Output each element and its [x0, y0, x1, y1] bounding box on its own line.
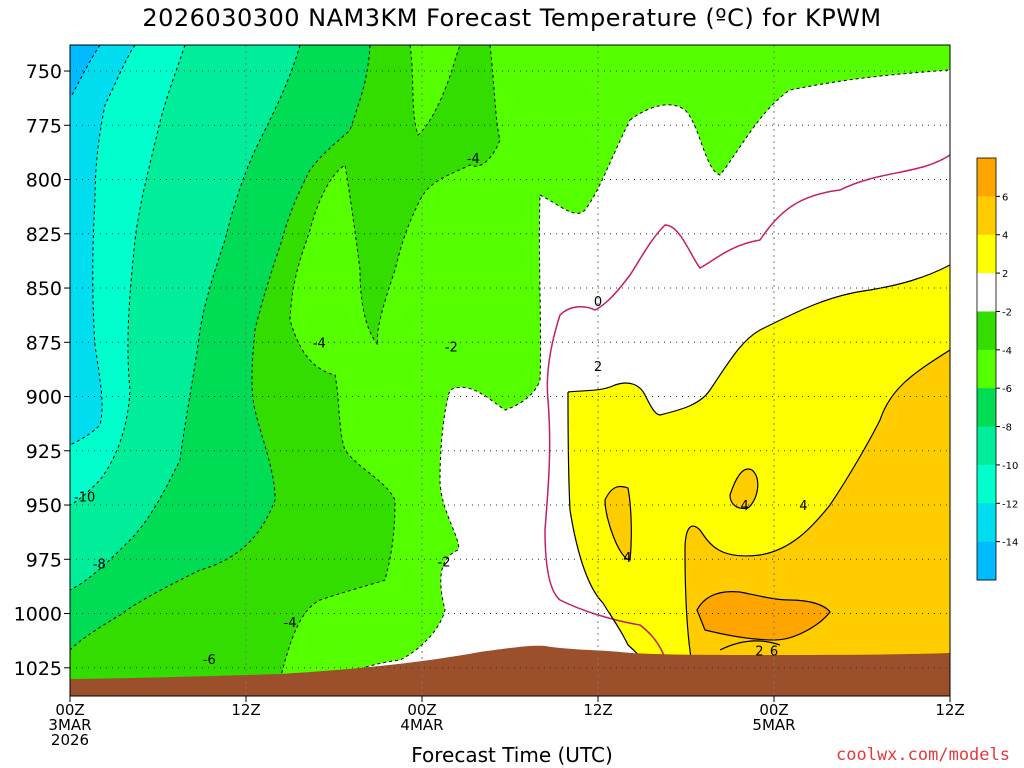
contour-label: -2	[438, 555, 451, 570]
band-minus12-minus14	[70, 45, 135, 445]
contour-label: -4	[284, 616, 297, 631]
x-tick-label: 00Z	[759, 701, 788, 719]
y-tick-label: 1025	[14, 658, 62, 680]
band-plus4-plus6-pocket	[605, 486, 632, 560]
contour-label: -4	[313, 336, 326, 351]
colorbar-tick-label: 2	[1002, 269, 1008, 280]
x-tick-label: 00Z	[407, 701, 436, 719]
negative-contours	[70, 45, 950, 696]
colorbar-swatch	[977, 234, 996, 274]
zero-isotherm	[544, 154, 950, 681]
y-tick-label: 875	[26, 332, 62, 354]
x-tick-label: 4MAR	[400, 716, 443, 734]
contour-label: -4	[467, 152, 480, 167]
y-tick-label: 800	[26, 170, 62, 192]
contour-label: 2	[755, 644, 763, 659]
y-tick-label: 900	[26, 387, 62, 409]
terrain	[70, 645, 950, 696]
colorbar-tick-label: -6	[1002, 384, 1012, 395]
contour-label: 4	[741, 499, 749, 514]
temperature-field	[70, 45, 950, 696]
colorbar-frame	[976, 157, 997, 581]
band-below-minus14	[70, 45, 100, 95]
band-plus6	[697, 591, 830, 640]
contour-label: -6	[203, 653, 216, 668]
contour-label: -10	[74, 490, 95, 505]
y-tick-label: 925	[26, 441, 62, 463]
colorbar-tick-label: -12	[1002, 499, 1018, 510]
contour-label: -8	[93, 558, 106, 573]
colorbar-tick-label: -10	[1002, 461, 1018, 472]
colorbar-tick-label: 4	[1002, 231, 1008, 242]
x-tick-label: 12Z	[583, 701, 612, 719]
colorbar-swatch	[977, 464, 996, 504]
colorbar-swatch	[977, 273, 996, 312]
y-tick-label: 950	[26, 495, 62, 517]
colorbar-swatch	[977, 388, 996, 428]
colorbar-tick-label: 6	[1002, 192, 1008, 203]
x-tick-label: 12Z	[231, 701, 260, 719]
colorbar-swatch	[977, 196, 996, 236]
colorbar-swatch	[977, 503, 996, 543]
contour-label: 0	[594, 295, 602, 310]
contour-label: -2	[445, 341, 458, 356]
y-tick-label: 825	[26, 224, 62, 246]
x-tick-label: 12Z	[935, 701, 964, 719]
colorbar: 6 4 2 -2 -4 -6 -8 -10 -12 -14	[976, 157, 1018, 581]
colorbar-swatch	[977, 311, 996, 351]
colorbar-tick-label: -2	[1002, 307, 1012, 318]
plot-frame	[69, 44, 951, 697]
y-tick-label: 775	[26, 115, 62, 137]
contour-label: 6	[770, 644, 778, 659]
y-tick-label: 1000	[14, 604, 62, 626]
colorbar-swatch	[977, 349, 996, 389]
contour-label: 2	[594, 360, 602, 375]
colorbar-tick-label: -4	[1002, 346, 1012, 357]
contour-label: 4	[623, 551, 631, 566]
contour-labels: -4-4 -202-10-8 -2 44 4-4-62 6	[74, 152, 807, 668]
credit-text: coolwx.com/models	[836, 745, 1010, 765]
contour-label: 4	[799, 499, 807, 514]
colorbar-swatch	[977, 541, 996, 581]
y-tick-label: 975	[26, 549, 62, 571]
y-axis: 750 775 800 825 850 875 900 925 950 975 1000 1025	[14, 61, 70, 680]
x-tick-label: 3MAR	[48, 716, 91, 734]
colorbar-swatch	[977, 426, 996, 466]
x-axis-title: Forecast Time (UTC)	[411, 743, 613, 767]
chart-title: 2026030300 NAM3KM Forecast Temperature (…	[142, 4, 882, 32]
y-tick-label: 750	[26, 61, 62, 83]
x-tick-label: 00Z	[55, 701, 84, 719]
y-tick-label: 850	[26, 278, 62, 300]
colorbar-tick-label: -14	[1002, 538, 1018, 549]
x-tick-label: 5MAR	[752, 716, 795, 734]
colorbar-tick-label: -8	[1002, 423, 1012, 434]
colorbar-swatch	[977, 158, 996, 197]
x-tick-label: 2026	[51, 731, 89, 749]
